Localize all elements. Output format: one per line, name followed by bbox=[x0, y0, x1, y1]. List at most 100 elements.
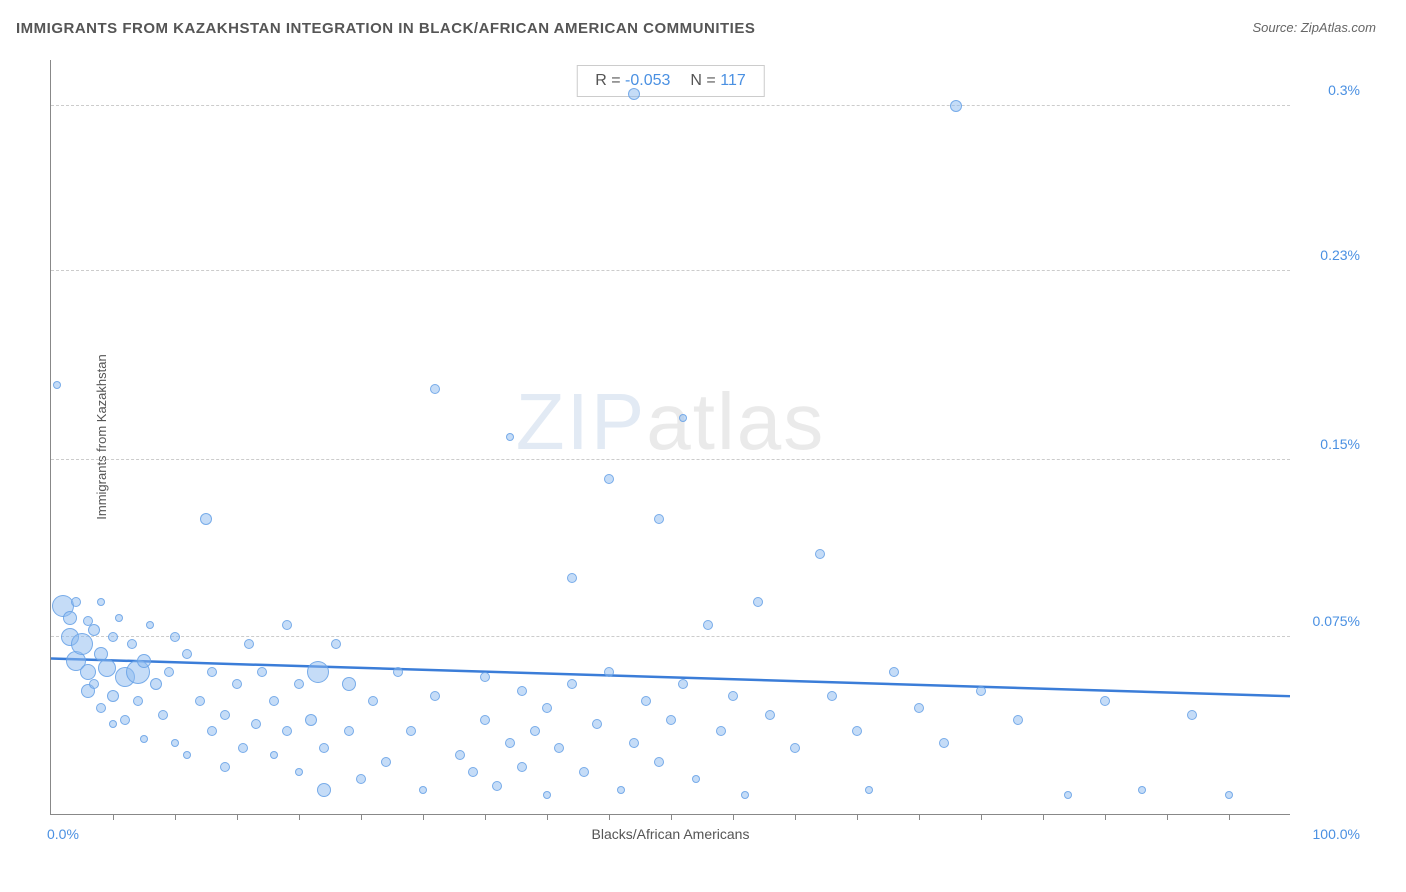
data-point bbox=[108, 632, 118, 642]
data-point bbox=[63, 611, 77, 625]
x-tick bbox=[299, 814, 300, 820]
data-point bbox=[171, 739, 179, 747]
data-point bbox=[344, 726, 354, 736]
data-point bbox=[629, 738, 639, 748]
data-point bbox=[170, 632, 180, 642]
data-point bbox=[207, 726, 217, 736]
data-point bbox=[133, 696, 143, 706]
data-point bbox=[815, 549, 825, 559]
gridline bbox=[51, 459, 1290, 460]
data-point bbox=[244, 639, 254, 649]
data-point bbox=[976, 686, 986, 696]
data-point bbox=[140, 735, 148, 743]
r-label: R = bbox=[595, 72, 625, 89]
data-point bbox=[53, 381, 61, 389]
data-point bbox=[182, 649, 192, 659]
data-point bbox=[158, 710, 168, 720]
watermark: ZIPatlas bbox=[516, 376, 825, 468]
data-point bbox=[543, 791, 551, 799]
data-point bbox=[251, 719, 261, 729]
chart-title: IMMIGRANTS FROM KAZAKHSTAN INTEGRATION I… bbox=[16, 20, 755, 37]
x-tick bbox=[733, 814, 734, 820]
data-point bbox=[692, 775, 700, 783]
data-point bbox=[827, 691, 837, 701]
data-point bbox=[164, 667, 174, 677]
data-point bbox=[220, 710, 230, 720]
x-tick bbox=[547, 814, 548, 820]
data-point bbox=[195, 696, 205, 706]
x-tick bbox=[609, 814, 610, 820]
data-point bbox=[342, 677, 356, 691]
data-point bbox=[592, 719, 602, 729]
data-point bbox=[406, 726, 416, 736]
data-point bbox=[319, 743, 329, 753]
data-point bbox=[120, 715, 130, 725]
x-tick bbox=[671, 814, 672, 820]
data-point bbox=[127, 639, 137, 649]
data-point bbox=[71, 597, 81, 607]
data-point bbox=[1187, 710, 1197, 720]
data-point bbox=[703, 620, 713, 630]
data-point bbox=[939, 738, 949, 748]
x-tick bbox=[1105, 814, 1106, 820]
data-point bbox=[356, 774, 366, 784]
y-tick-label: 0.23% bbox=[1320, 247, 1360, 263]
data-point bbox=[617, 786, 625, 794]
data-point bbox=[146, 621, 154, 629]
data-point bbox=[1013, 715, 1023, 725]
data-point bbox=[1100, 696, 1110, 706]
data-point bbox=[107, 690, 119, 702]
data-point bbox=[579, 767, 589, 777]
source-label: Source: ZipAtlas.com bbox=[1252, 20, 1376, 35]
gridline bbox=[51, 636, 1290, 637]
data-point bbox=[517, 686, 527, 696]
data-point bbox=[728, 691, 738, 701]
data-point bbox=[150, 678, 162, 690]
data-point bbox=[430, 384, 440, 394]
x-max-label: 100.0% bbox=[1313, 826, 1360, 842]
gridline bbox=[51, 270, 1290, 271]
data-point bbox=[1225, 791, 1233, 799]
scatter-chart: ZIPatlas R = -0.053 N = 117 Immigrants f… bbox=[50, 60, 1290, 815]
watermark-main: ZIP bbox=[516, 377, 646, 466]
data-point bbox=[207, 667, 217, 677]
y-axis-title: Immigrants from Kazakhstan bbox=[94, 354, 109, 519]
data-point bbox=[517, 762, 527, 772]
data-point bbox=[238, 743, 248, 753]
data-point bbox=[480, 715, 490, 725]
x-tick bbox=[1043, 814, 1044, 820]
data-point bbox=[1064, 791, 1072, 799]
data-point bbox=[604, 474, 614, 484]
data-point bbox=[567, 573, 577, 583]
data-point bbox=[506, 433, 514, 441]
stats-box: R = -0.053 N = 117 bbox=[576, 65, 764, 97]
data-point bbox=[98, 659, 116, 677]
data-point bbox=[200, 513, 212, 525]
x-tick bbox=[857, 814, 858, 820]
data-point bbox=[270, 751, 278, 759]
data-point bbox=[914, 703, 924, 713]
data-point bbox=[950, 100, 962, 112]
data-point bbox=[628, 88, 640, 100]
data-point bbox=[220, 762, 230, 772]
data-point bbox=[257, 667, 267, 677]
data-point bbox=[430, 691, 440, 701]
watermark-sub: atlas bbox=[646, 377, 825, 466]
data-point bbox=[96, 703, 106, 713]
data-point bbox=[567, 679, 577, 689]
data-point bbox=[654, 514, 664, 524]
x-tick bbox=[361, 814, 362, 820]
data-point bbox=[554, 743, 564, 753]
data-point bbox=[542, 703, 552, 713]
data-point bbox=[468, 767, 478, 777]
x-tick bbox=[1229, 814, 1230, 820]
x-tick bbox=[423, 814, 424, 820]
data-point bbox=[381, 757, 391, 767]
data-point bbox=[852, 726, 862, 736]
data-point bbox=[678, 679, 688, 689]
x-tick bbox=[795, 814, 796, 820]
data-point bbox=[115, 614, 123, 622]
data-point bbox=[137, 654, 151, 668]
gridline bbox=[51, 105, 1290, 106]
x-axis-title: Blacks/African Americans bbox=[592, 826, 750, 842]
